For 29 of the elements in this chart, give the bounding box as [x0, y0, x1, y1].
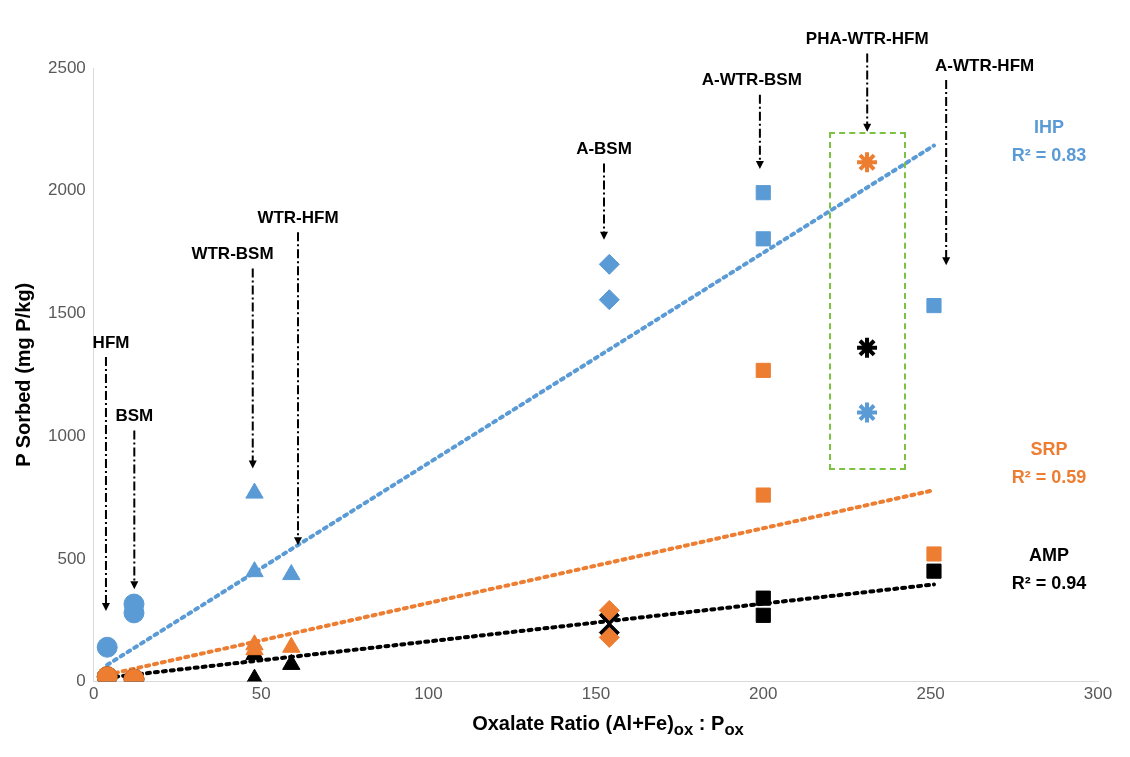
annotation: WTR-HFM [257, 207, 339, 227]
x-tick-label: 50 [251, 684, 271, 704]
annotation: BSM [115, 406, 154, 426]
annotation: HFM [92, 332, 130, 352]
x-tick-label: 100 [414, 684, 443, 704]
x-tick-label: 200 [749, 684, 778, 704]
annotation: WTR-BSM [191, 244, 274, 264]
annotation: R² = 0.94 [1011, 573, 1087, 594]
text: AMP [1028, 545, 1069, 566]
annotation: R² = 0.59 [1011, 467, 1087, 488]
y-tick-label: 500 [57, 548, 86, 568]
text: IHP [1033, 116, 1064, 137]
x-axis-title: Oxalate Ratio (Al+Fe)$_{ox}$ : P$_{ox}$ [471, 712, 745, 740]
text: PHA-WTR-HFM [805, 29, 929, 49]
x-tick-label: 150 [581, 684, 611, 704]
y-tick-label: 2000 [47, 180, 86, 200]
annotation: A-WTR-BSM [701, 70, 802, 90]
x-tick-label: 300 [1083, 684, 1113, 704]
x-tick-label: 250 [916, 684, 945, 704]
y-tick-label: 0 [76, 671, 86, 691]
y-tick-label: 1000 [47, 425, 86, 445]
y-tick-label: 2500 [47, 57, 86, 77]
text: SRP [1030, 439, 1068, 460]
x-tick-label: 0 [89, 684, 99, 704]
annotation: R² = 0.83 [1011, 144, 1087, 165]
y-axis-title: P Sorbed (mg P/kg) [11, 282, 34, 467]
y-tick-label: 1500 [47, 303, 86, 323]
annotation: A-BSM [576, 139, 632, 159]
annotation: A-WTR-HFM [935, 55, 1035, 75]
